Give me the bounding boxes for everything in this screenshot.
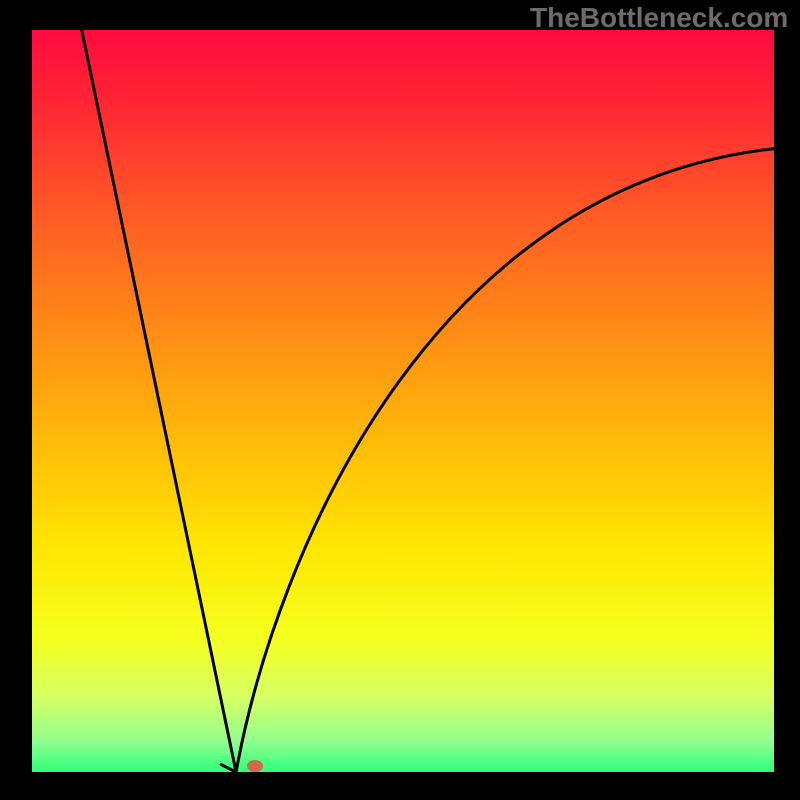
- optimal-point-marker: [247, 760, 263, 772]
- bottleneck-curve: [32, 30, 774, 772]
- chart-container: TheBottleneck.com: [0, 0, 800, 800]
- plot-area: [32, 30, 774, 772]
- curve-path: [82, 30, 774, 772]
- watermark-text: TheBottleneck.com: [530, 2, 788, 34]
